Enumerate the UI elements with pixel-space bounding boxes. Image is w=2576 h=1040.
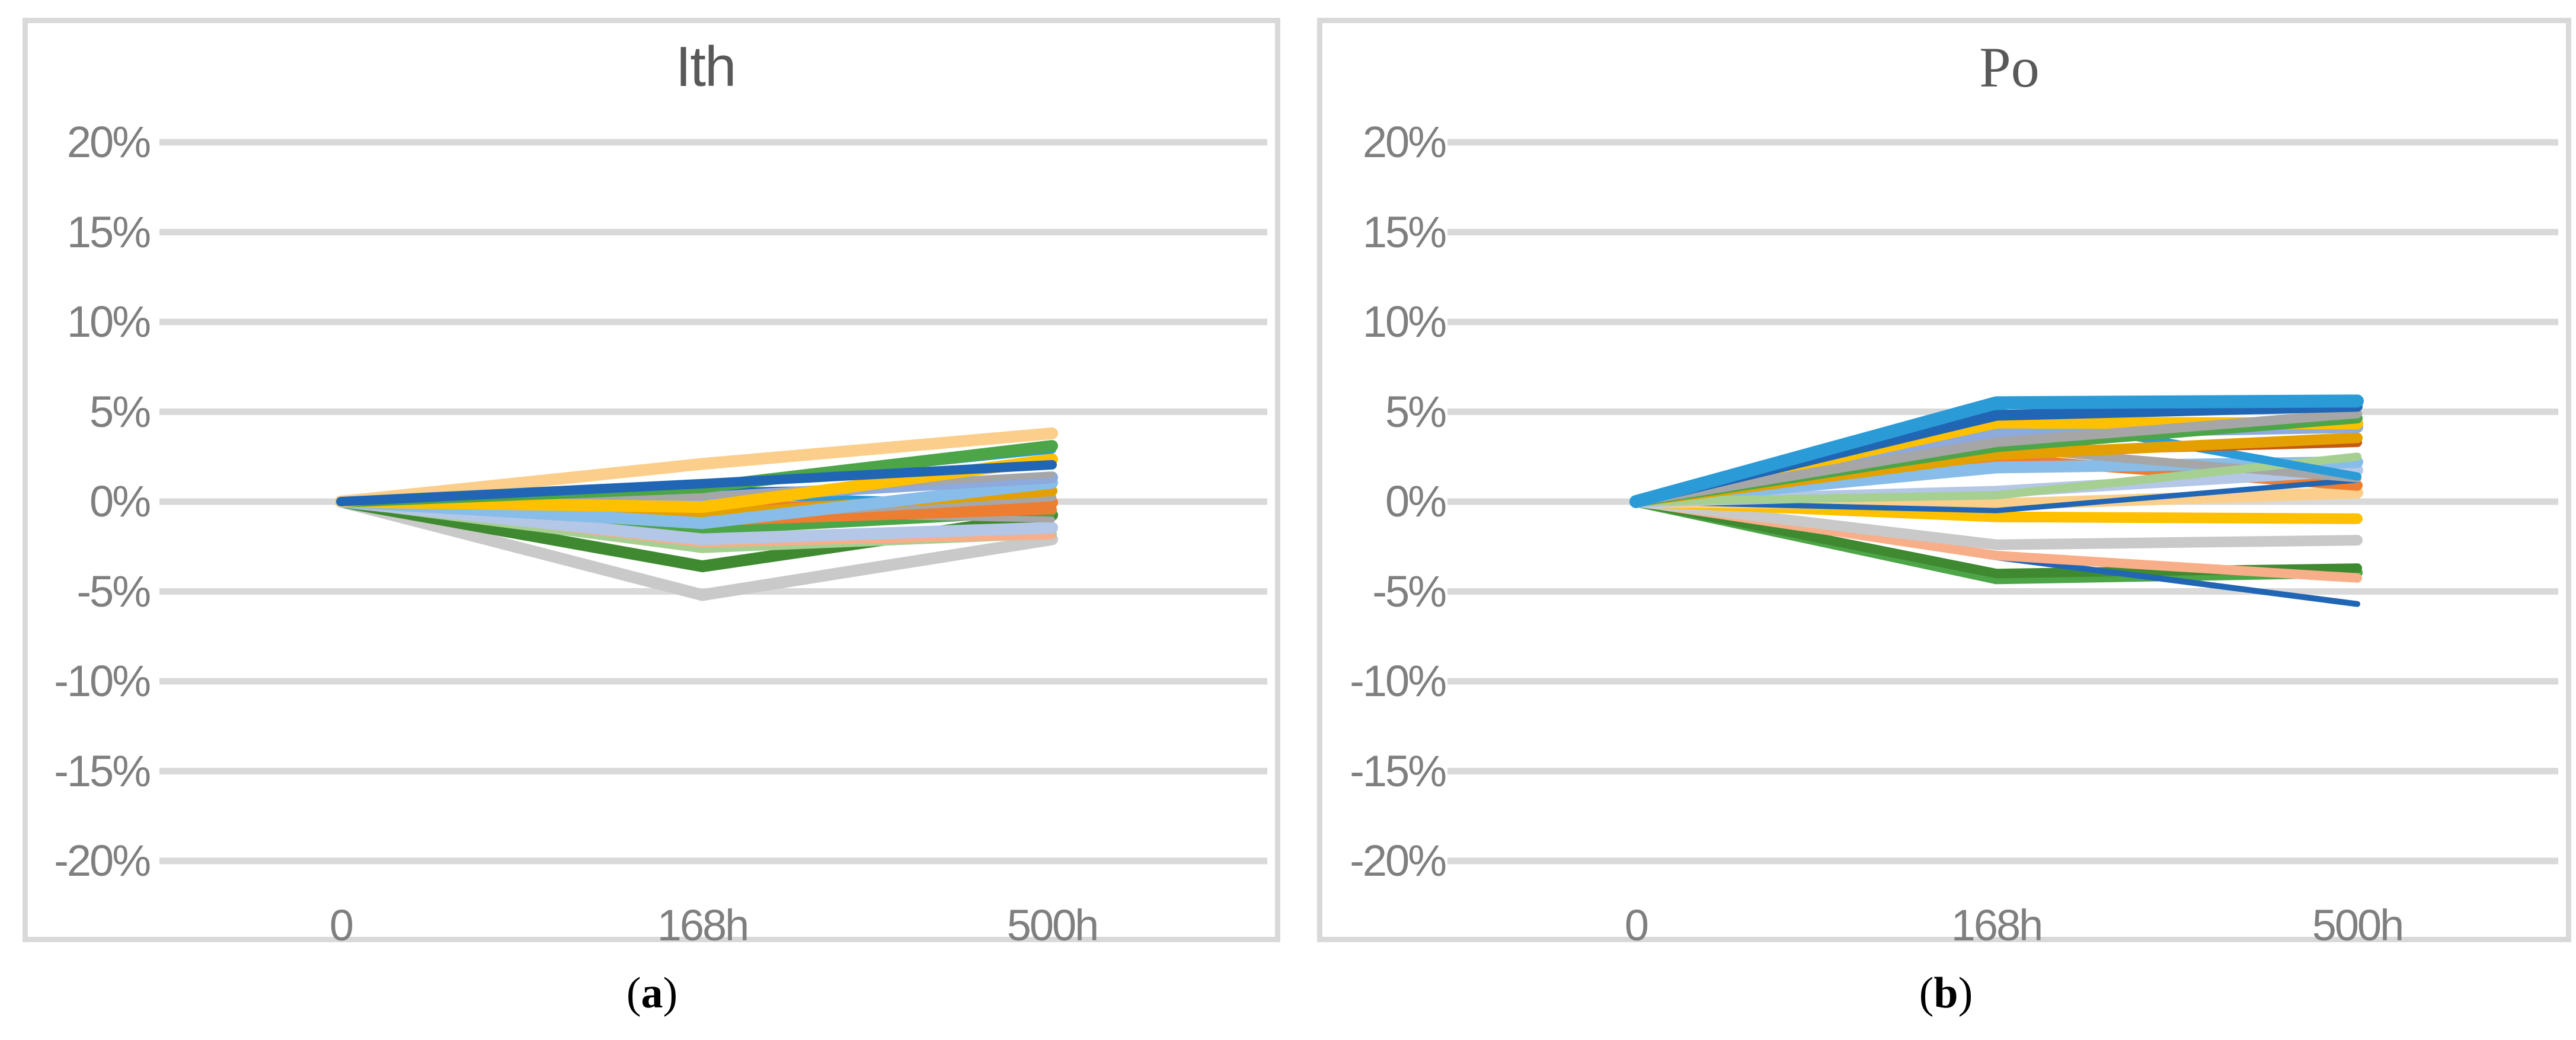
caption-a: (a) bbox=[627, 971, 677, 1015]
series-line-ith-sample-ltgray bbox=[335, 496, 1058, 601]
y-axis-label-ith-5%: 5% bbox=[90, 387, 151, 436]
y-axis-label-po-10%: 10% bbox=[1362, 297, 1447, 346]
x-axis-label-ith-168h: 168h bbox=[657, 901, 750, 950]
y-axis-label-po-15%: 15% bbox=[1362, 207, 1447, 257]
series-line-ith-sample-tan bbox=[335, 427, 1058, 508]
y-axis-label-ith-0%: 0% bbox=[90, 477, 151, 526]
series-line-po-sample-gray bbox=[1631, 409, 2362, 506]
chart-title-po: Po bbox=[1979, 36, 2040, 99]
x-axis-label-ith-500h: 500h bbox=[1006, 901, 1100, 950]
y-axis-label-po--20%: -20% bbox=[1350, 836, 1447, 885]
series-line-po-sample-cyan bbox=[1629, 394, 2364, 508]
caption-b-open-paren: ( bbox=[1919, 969, 1934, 1017]
x-axis-label-po-500h: 500h bbox=[2312, 901, 2405, 950]
series-line-po-sample-ltgray bbox=[1631, 496, 2363, 550]
caption-a-letter: a bbox=[641, 969, 663, 1017]
series-line-ith-sample-blue bbox=[336, 460, 1057, 506]
y-axis-label-po--5%: -5% bbox=[1372, 566, 1447, 616]
x-axis-label-po-0: 0 bbox=[1624, 901, 1649, 950]
y-axis-label-ith--10%: -10% bbox=[54, 656, 151, 706]
series-line-po-sample-ltgreen bbox=[1632, 452, 2361, 506]
y-axis-label-po--15%: -15% bbox=[1350, 746, 1447, 796]
panel-ith bbox=[23, 18, 1280, 942]
y-axis-label-ith--20%: -20% bbox=[54, 836, 151, 885]
y-axis-label-ith--5%: -5% bbox=[76, 566, 151, 616]
caption-a-close-paren: ) bbox=[663, 969, 678, 1017]
x-axis-label-ith-0: 0 bbox=[329, 901, 354, 950]
panel-po bbox=[1317, 18, 2571, 942]
y-axis-label-ith--15%: -15% bbox=[54, 746, 151, 796]
series-line-po-sample-blue-2 bbox=[1633, 477, 2360, 513]
y-axis-label-po--10%: -10% bbox=[1350, 656, 1447, 706]
caption-a-open-paren: ( bbox=[626, 969, 641, 1017]
caption-b-letter: b bbox=[1933, 969, 1958, 1017]
y-axis-label-po-0%: 0% bbox=[1385, 477, 1447, 526]
caption-b-close-paren: ) bbox=[1958, 969, 1973, 1017]
chart-title-ith: Ith bbox=[675, 35, 737, 98]
caption-b: (b) bbox=[1919, 971, 1973, 1015]
y-axis-label-po-5%: 5% bbox=[1385, 387, 1447, 436]
y-axis-label-ith-20%: 20% bbox=[66, 117, 151, 167]
y-axis-label-ith-10%: 10% bbox=[66, 297, 151, 346]
y-axis-label-po-20%: 20% bbox=[1362, 117, 1447, 167]
x-axis-label-po-168h: 168h bbox=[1951, 901, 2044, 950]
y-axis-label-ith-15%: 15% bbox=[66, 207, 151, 257]
